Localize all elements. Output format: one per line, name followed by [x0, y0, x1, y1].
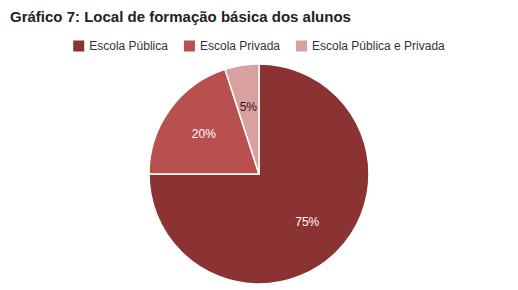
data-label: 75% [295, 215, 319, 229]
legend-label: Escola Pública [89, 39, 168, 53]
pie-slice [149, 64, 369, 284]
legend-swatch [184, 41, 195, 52]
legend-label: Escola Privada [200, 39, 280, 53]
legend-item: Escola Pública e Privada [296, 39, 445, 53]
pie-slice [225, 64, 259, 174]
pie: 75% 20% 5% [149, 64, 369, 284]
legend-item: Escola Pública [73, 39, 168, 53]
title: Gráfico 7: Local de formação básica dos … [10, 8, 351, 25]
legend-swatch [296, 41, 307, 52]
data-label: 20% [192, 127, 216, 141]
chart: Gráfico 7: Local de formação básica dos … [0, 0, 518, 290]
legend-label: Escola Pública e Privada [312, 39, 445, 53]
legend-item: Escola Privada [184, 39, 280, 53]
data-label: 5% [240, 100, 258, 114]
legend-swatch [73, 41, 84, 52]
legend: Escola Pública Escola Privada Escola Públi… [73, 39, 445, 53]
